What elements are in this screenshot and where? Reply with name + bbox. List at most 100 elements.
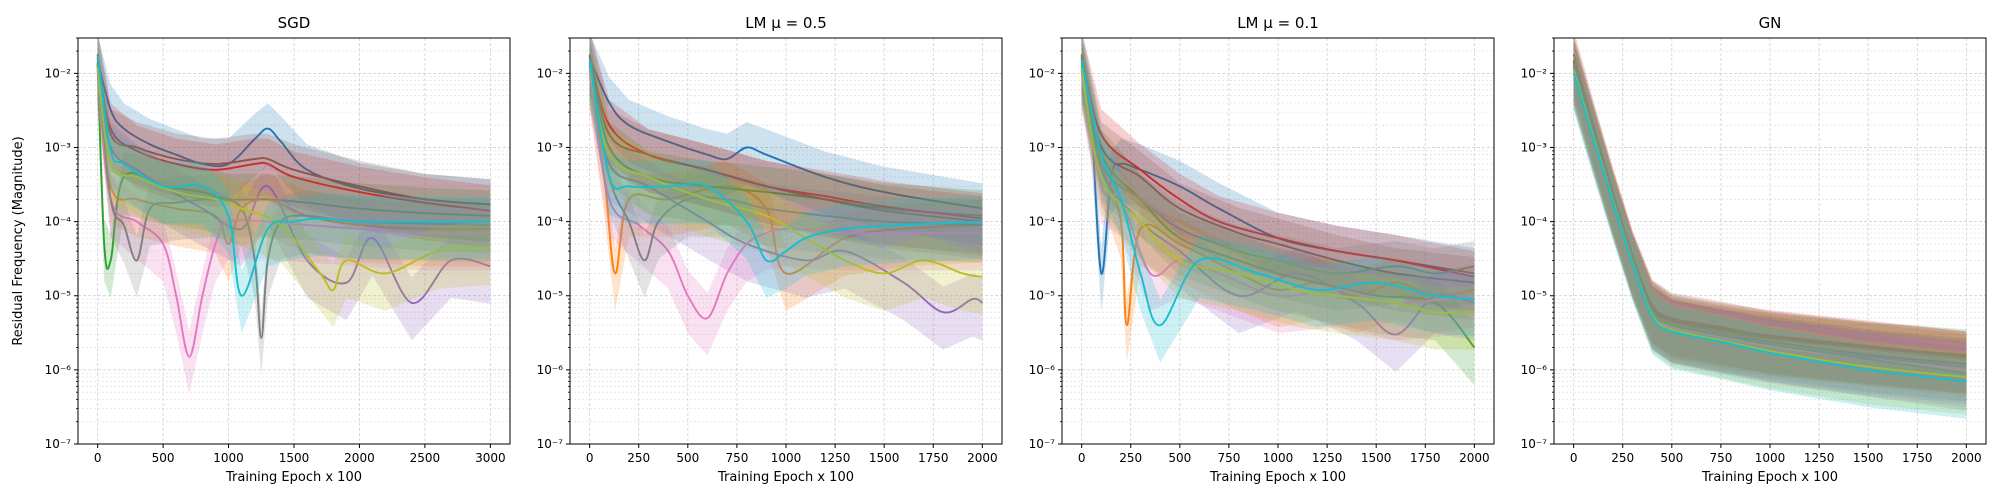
series-line-9 — [1080, 67, 1475, 314]
series-line-10 — [1080, 60, 1475, 327]
y-tick-label: 10⁻⁵ — [537, 289, 564, 303]
series-band-6 — [97, 38, 491, 242]
series-band-3 — [1081, 38, 1475, 385]
series-band-6 — [589, 38, 983, 260]
series-line-10 — [588, 60, 983, 263]
y-ticks: 10⁻⁷ 10⁻⁶ 10⁻⁵ 10⁻⁴ 10⁻³ 10⁻² — [537, 37, 570, 451]
y-ticks: 10⁻⁷ 10⁻⁶ 10⁻⁵ 10⁻⁴ 10⁻³ 10⁻² — [1029, 37, 1062, 451]
series-band-10 — [1573, 48, 1967, 419]
panel-1: 0 500 1000 1500 2000 2500 3000 10⁻⁷ 10⁻⁶ 10⁻⁵ 10⁻⁴… — [45, 14, 511, 485]
y-tick-label: 10⁻² — [1521, 66, 1548, 80]
series-line-10 — [1572, 73, 1967, 383]
x-tick-label: 1750 — [918, 451, 949, 465]
x-axis-label: Training Epoch x 100 — [225, 470, 362, 485]
x-tick-label: 1500 — [279, 451, 310, 465]
series-group — [1080, 38, 1476, 385]
x-tick-label: 2000 — [344, 451, 375, 465]
x-tick-label: 0 — [94, 451, 102, 465]
x-tick-label: 1500 — [1361, 451, 1392, 465]
series-band-9 — [589, 42, 983, 315]
series-line-5 — [1080, 70, 1475, 336]
x-tick-label: 3000 — [475, 451, 506, 465]
series-group — [1572, 38, 1967, 419]
x-tick-label: 500 — [1660, 451, 1683, 465]
y-ticks: 10⁻⁷ 10⁻⁶ 10⁻⁵ 10⁻⁴ 10⁻³ 10⁻² — [45, 37, 78, 451]
series-line-6 — [1080, 54, 1475, 284]
panel-4: 0 250 500 750 1000 1250 1500 1750 200010⁻⁷10⁻⁶10… — [1521, 14, 1987, 485]
panel-title: LM μ = 0.5 — [745, 14, 827, 32]
x-tick-label: 1750 — [1902, 451, 1933, 465]
series-band-7 — [97, 44, 491, 395]
series-line-8 — [588, 64, 983, 262]
series-line-3 — [1080, 62, 1476, 349]
panel-title: GN — [1759, 14, 1782, 32]
y-tick-label: 10⁻³ — [1521, 140, 1548, 154]
x-tick-label: 500 — [152, 451, 175, 465]
series-band-4 — [1573, 38, 1967, 395]
series-band-3 — [97, 38, 491, 298]
panel-2: 0 250 500 750 1000 1250 1500 1750 200010⁻⁷10⁻⁶10… — [537, 14, 1003, 485]
x-axis-label: Training Epoch x 100 — [717, 470, 854, 485]
series-line-7 — [1080, 73, 1475, 304]
x-tick-label: 250 — [1119, 451, 1142, 465]
x-tick-label: 500 — [676, 451, 699, 465]
x-tick-label: 0 — [1570, 451, 1578, 465]
y-tick-label: 10⁻⁵ — [45, 289, 72, 303]
x-tick-label: 250 — [1611, 451, 1634, 465]
y-tick-label: 10⁻⁷ — [537, 437, 564, 451]
y-tick-label: 10⁻⁵ — [1029, 289, 1056, 303]
y-tick-label: 10⁻⁴ — [45, 215, 72, 229]
y-tick-label: 10⁻⁴ — [1029, 215, 1056, 229]
grid — [1062, 37, 1494, 445]
series-band-9 — [1081, 42, 1475, 350]
grid — [1554, 37, 1986, 445]
x-tick-label: 1250 — [820, 451, 851, 465]
panel-title: SGD — [278, 14, 311, 32]
panel-3: 0 250 500 750 1000 1250 1500 1750 200010⁻⁷10⁻⁶10… — [1029, 14, 1495, 485]
x-tick-label: 2000 — [1951, 451, 1982, 465]
series-band-7 — [1573, 42, 1967, 408]
series-band-8 — [1081, 39, 1475, 311]
series-line-9 — [96, 67, 491, 292]
y-tick-label: 10⁻⁵ — [1521, 289, 1548, 303]
x-ticks: 0 250 500 750 1000 1250 1500 1750 2000 — [1078, 444, 1490, 465]
series-line-4 — [1080, 56, 1475, 278]
series-band-6 — [1081, 38, 1475, 321]
y-tick-label: 10⁻⁶ — [1029, 363, 1056, 377]
series-band-2 — [589, 42, 983, 311]
series-band-9 — [1573, 44, 1967, 415]
series-band-10 — [97, 38, 491, 334]
series-group — [588, 38, 983, 356]
x-tick-label: 1000 — [1755, 451, 1786, 465]
y-tick-label: 10⁻⁴ — [1521, 215, 1548, 229]
series-band-5 — [1573, 44, 1967, 405]
x-tick-label: 1000 — [213, 451, 244, 465]
series-band-4 — [589, 38, 983, 256]
x-tick-label: 500 — [1168, 451, 1191, 465]
y-tick-label: 10⁻² — [45, 66, 72, 80]
series-band-4 — [1081, 38, 1475, 315]
panel-title: LM μ = 0.1 — [1237, 14, 1319, 32]
series-band-8 — [97, 39, 491, 376]
series-line-3 — [96, 62, 491, 270]
y-tick-label: 10⁻⁶ — [1521, 363, 1548, 377]
series-group — [96, 38, 491, 395]
series-line-5 — [588, 70, 983, 314]
y-tick-label: 10⁻⁷ — [1521, 437, 1548, 451]
series-band-2 — [1573, 39, 1967, 397]
series-band-1 — [589, 38, 983, 246]
series-band-10 — [589, 38, 983, 298]
series-line-7 — [96, 70, 491, 358]
series-line-7 — [588, 73, 983, 320]
series-band-1 — [1573, 42, 1967, 402]
y-tick-label: 10⁻⁶ — [537, 363, 564, 377]
series-line-5 — [96, 73, 491, 304]
series-band-5 — [1081, 44, 1475, 373]
y-tick-label: 10⁻⁷ — [45, 437, 72, 451]
series-line-6 — [1572, 54, 1967, 358]
y-axis-label: Residual Frequency (Magnitude) — [11, 136, 26, 345]
series-band-1 — [1081, 38, 1475, 311]
series-band-5 — [97, 48, 491, 341]
y-tick-label: 10⁻³ — [1029, 140, 1056, 154]
y-tick-label: 10⁻³ — [537, 140, 564, 154]
